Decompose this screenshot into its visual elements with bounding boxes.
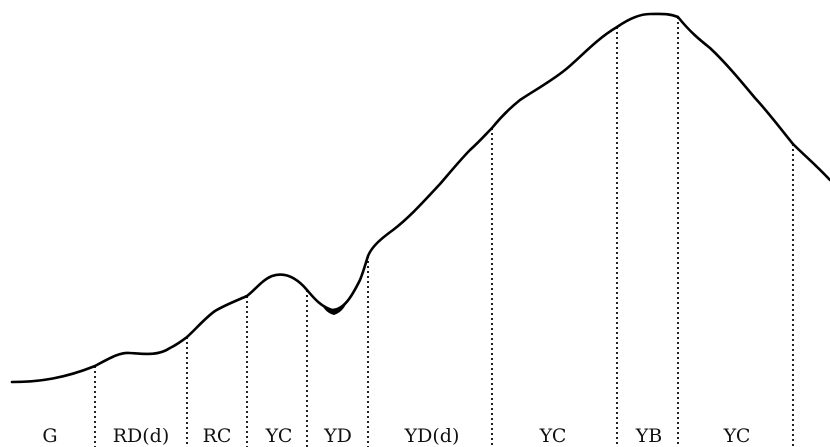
zone-label-9: YC	[723, 425, 751, 447]
zone-label-4: YC	[265, 425, 293, 447]
zone-label-2: RD(d)	[113, 425, 170, 447]
zone-labels: G RD(d) RC YC YD YD(d) YC YB YC	[42, 425, 750, 447]
zone-label-1: G	[42, 425, 57, 447]
zone-label-3: RC	[203, 425, 232, 447]
terrain-profile-line	[10, 12, 830, 384]
zone-boundaries	[94, 17, 794, 447]
zone-label-6: YD(d)	[404, 425, 460, 447]
zone-label-5: YD	[323, 425, 352, 447]
zone-label-8: YB	[635, 425, 663, 447]
zone-label-7: YC	[539, 425, 567, 447]
depression-fill	[322, 302, 347, 315]
